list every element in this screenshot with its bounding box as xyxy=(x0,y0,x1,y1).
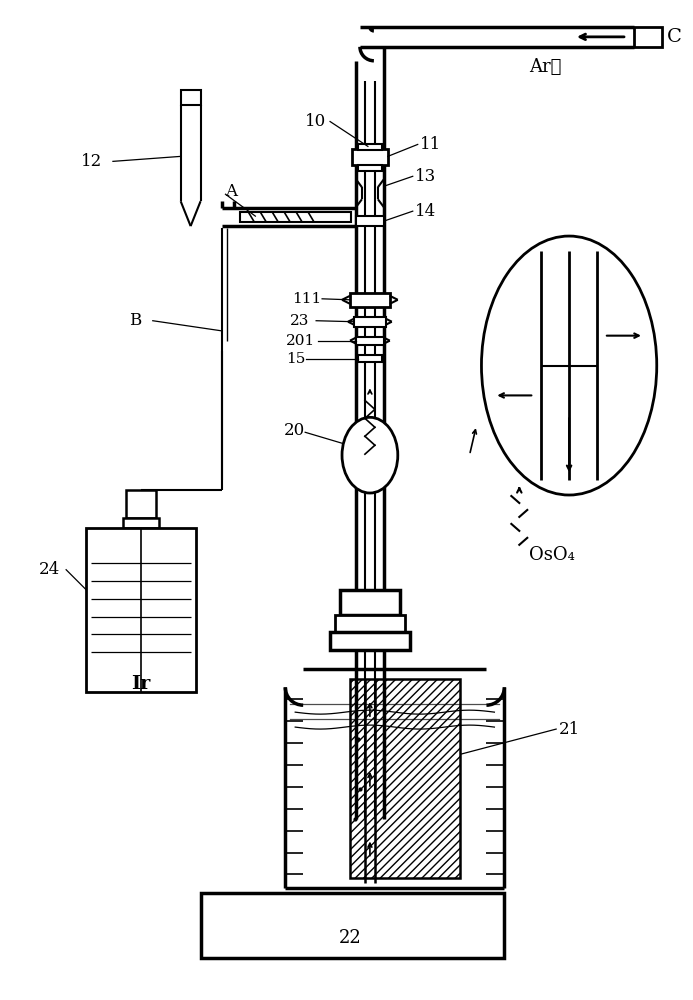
Bar xyxy=(354,317,386,327)
Bar xyxy=(350,679,459,878)
Bar xyxy=(350,293,390,307)
Text: 11: 11 xyxy=(420,136,441,153)
Bar xyxy=(126,490,156,518)
Bar xyxy=(335,615,405,632)
Text: 21: 21 xyxy=(559,721,581,738)
Text: C: C xyxy=(667,28,682,46)
Text: 111: 111 xyxy=(292,292,322,306)
Text: 12: 12 xyxy=(81,153,103,170)
Text: Ar气: Ar气 xyxy=(529,58,561,76)
Bar xyxy=(358,355,382,362)
Ellipse shape xyxy=(342,417,398,493)
Text: Ir: Ir xyxy=(131,675,150,693)
Bar xyxy=(330,632,410,650)
Text: A: A xyxy=(225,183,238,200)
Text: 23: 23 xyxy=(290,314,310,328)
Text: 22: 22 xyxy=(339,929,361,947)
Text: 10: 10 xyxy=(305,113,326,130)
Text: 13: 13 xyxy=(414,168,436,185)
Text: 14: 14 xyxy=(414,203,436,220)
Text: B: B xyxy=(129,312,141,329)
Bar xyxy=(340,590,400,615)
Bar xyxy=(634,27,662,47)
Bar xyxy=(181,90,200,105)
Bar xyxy=(358,144,382,150)
Ellipse shape xyxy=(482,236,657,495)
Text: OsO₄: OsO₄ xyxy=(529,546,575,564)
Bar xyxy=(240,212,351,222)
Bar xyxy=(356,216,384,226)
Text: 201: 201 xyxy=(286,334,315,348)
Bar xyxy=(86,528,195,692)
Bar xyxy=(123,518,159,528)
Bar xyxy=(356,337,384,345)
Text: 20: 20 xyxy=(284,422,306,439)
Text: 15: 15 xyxy=(286,352,306,366)
Text: 24: 24 xyxy=(40,561,60,578)
Bar xyxy=(200,893,505,958)
Bar xyxy=(352,149,388,165)
Bar xyxy=(358,165,382,171)
